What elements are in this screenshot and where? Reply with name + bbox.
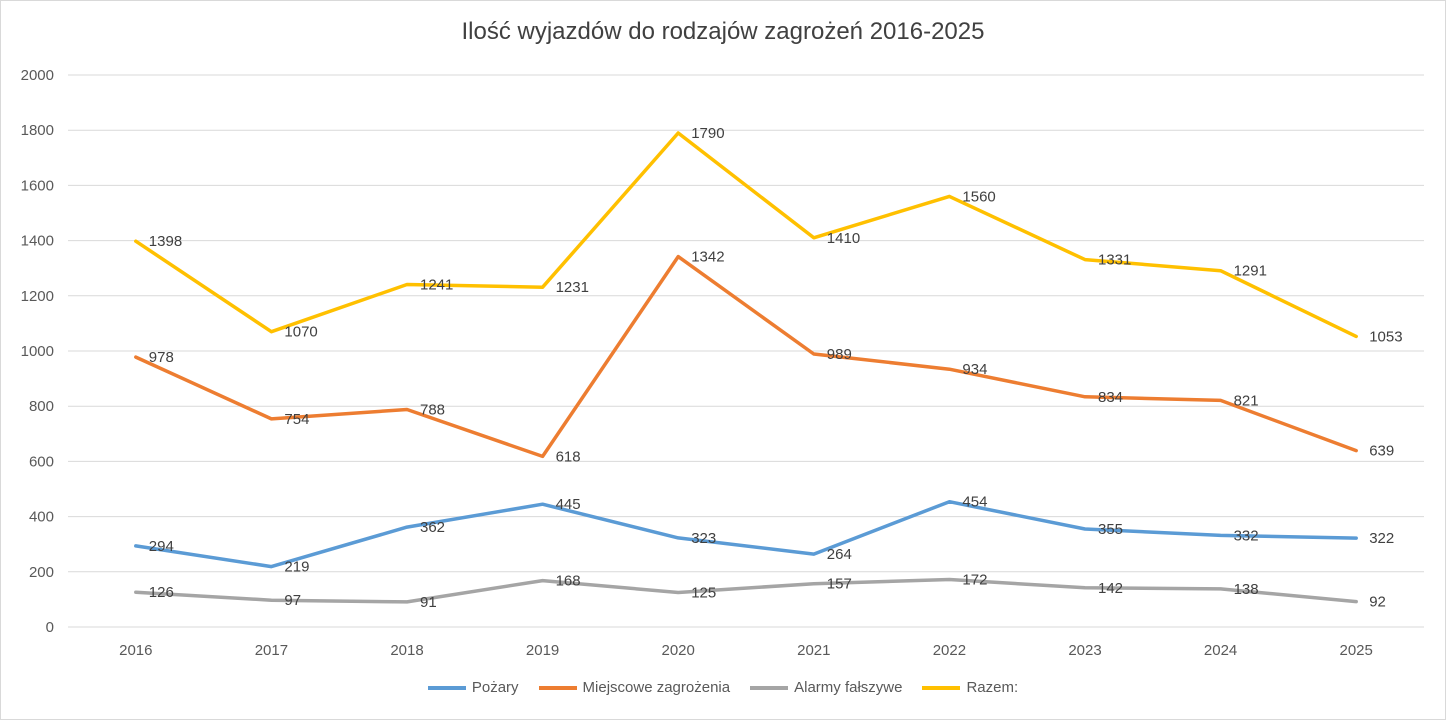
chart-legend: Pożary Miejscowe zagrożenia Alarmy fałszyw… [0, 679, 1446, 696]
data-label: 264 [827, 546, 852, 563]
data-label: 1560 [962, 188, 995, 205]
series-line [134, 577, 1358, 604]
legend-label: Alarmy fałszywe [794, 679, 903, 696]
data-label: 1231 [556, 279, 589, 296]
y-tick-label: 1200 [21, 288, 54, 305]
data-label: 219 [284, 559, 309, 576]
legend-label: Miejscowe zagrożenia [582, 679, 731, 696]
data-label: 1398 [149, 233, 182, 250]
legend-item: Pożary [427, 679, 519, 696]
x-tick-label: 2019 [526, 642, 559, 659]
y-tick-label: 1000 [21, 343, 54, 360]
data-label: 1241 [420, 276, 453, 293]
data-label: 1331 [1098, 252, 1131, 269]
data-label: 1070 [284, 324, 317, 341]
series-line [134, 499, 1358, 569]
y-tick-label: 400 [29, 509, 54, 526]
data-label: 138 [1234, 581, 1259, 598]
y-tick-label: 0 [46, 619, 54, 636]
x-tick-label: 2017 [255, 642, 288, 659]
y-tick-label: 1800 [21, 122, 54, 139]
x-tick-label: 2022 [933, 642, 966, 659]
y-tick-label: 1400 [21, 233, 54, 250]
data-label: 1053 [1369, 328, 1402, 345]
y-tick-label: 800 [29, 398, 54, 415]
legend-item: Razem: [922, 679, 1018, 696]
data-label: 92 [1369, 594, 1386, 611]
x-tick-label: 2016 [119, 642, 152, 659]
data-label: 172 [962, 572, 987, 589]
data-label: 97 [284, 592, 301, 609]
legend-item: Miejscowe zagrożenia [538, 679, 731, 696]
x-tick-label: 2020 [662, 642, 695, 659]
data-label: 821 [1234, 392, 1259, 409]
data-label: 294 [149, 538, 174, 555]
legend-swatch [922, 685, 961, 690]
y-tick-label: 600 [29, 453, 54, 470]
legend-label: Pożary [471, 679, 519, 696]
data-label: 1410 [827, 230, 860, 247]
x-tick-label: 2021 [797, 642, 830, 659]
legend-swatch [750, 685, 789, 690]
data-label: 125 [691, 585, 716, 602]
data-label: 1790 [691, 125, 724, 142]
series-line [134, 131, 1358, 339]
legend-swatch [538, 685, 577, 690]
x-tick-label: 2023 [1068, 642, 1101, 659]
data-label: 142 [1098, 580, 1123, 597]
data-label: 332 [1234, 527, 1259, 544]
series-line [134, 254, 1358, 459]
data-label: 445 [556, 496, 581, 513]
data-label: 618 [556, 448, 581, 465]
data-label: 91 [420, 594, 437, 611]
data-label: 355 [1098, 521, 1123, 538]
data-label: 1342 [691, 249, 724, 266]
legend-label: Razem: [966, 679, 1019, 696]
data-label: 754 [284, 411, 309, 428]
x-tick-label: 2025 [1340, 642, 1373, 659]
chart-title: Ilość wyjazdów do rodzajów zagrożeń 2016… [461, 18, 985, 45]
legend-item: Alarmy fałszywe [750, 679, 902, 696]
x-tick-label: 2018 [390, 642, 423, 659]
data-label: 454 [962, 494, 987, 511]
y-tick-label: 1600 [21, 177, 54, 194]
data-label: 639 [1369, 443, 1394, 460]
data-label: 834 [1098, 389, 1123, 406]
data-label: 168 [556, 573, 581, 590]
data-label: 934 [962, 361, 987, 378]
legend-swatch [427, 685, 466, 690]
y-tick-label: 200 [29, 564, 54, 581]
y-tick-label: 2000 [21, 67, 54, 84]
data-label: 978 [149, 349, 174, 366]
x-tick-label: 2024 [1204, 642, 1237, 659]
data-label: 1291 [1234, 263, 1267, 280]
data-label: 788 [420, 402, 445, 419]
data-label: 157 [827, 576, 852, 593]
data-label: 126 [149, 584, 174, 601]
data-label: 989 [827, 346, 852, 363]
data-label: 322 [1369, 530, 1394, 547]
data-label: 323 [691, 530, 716, 547]
data-label: 362 [420, 519, 445, 536]
